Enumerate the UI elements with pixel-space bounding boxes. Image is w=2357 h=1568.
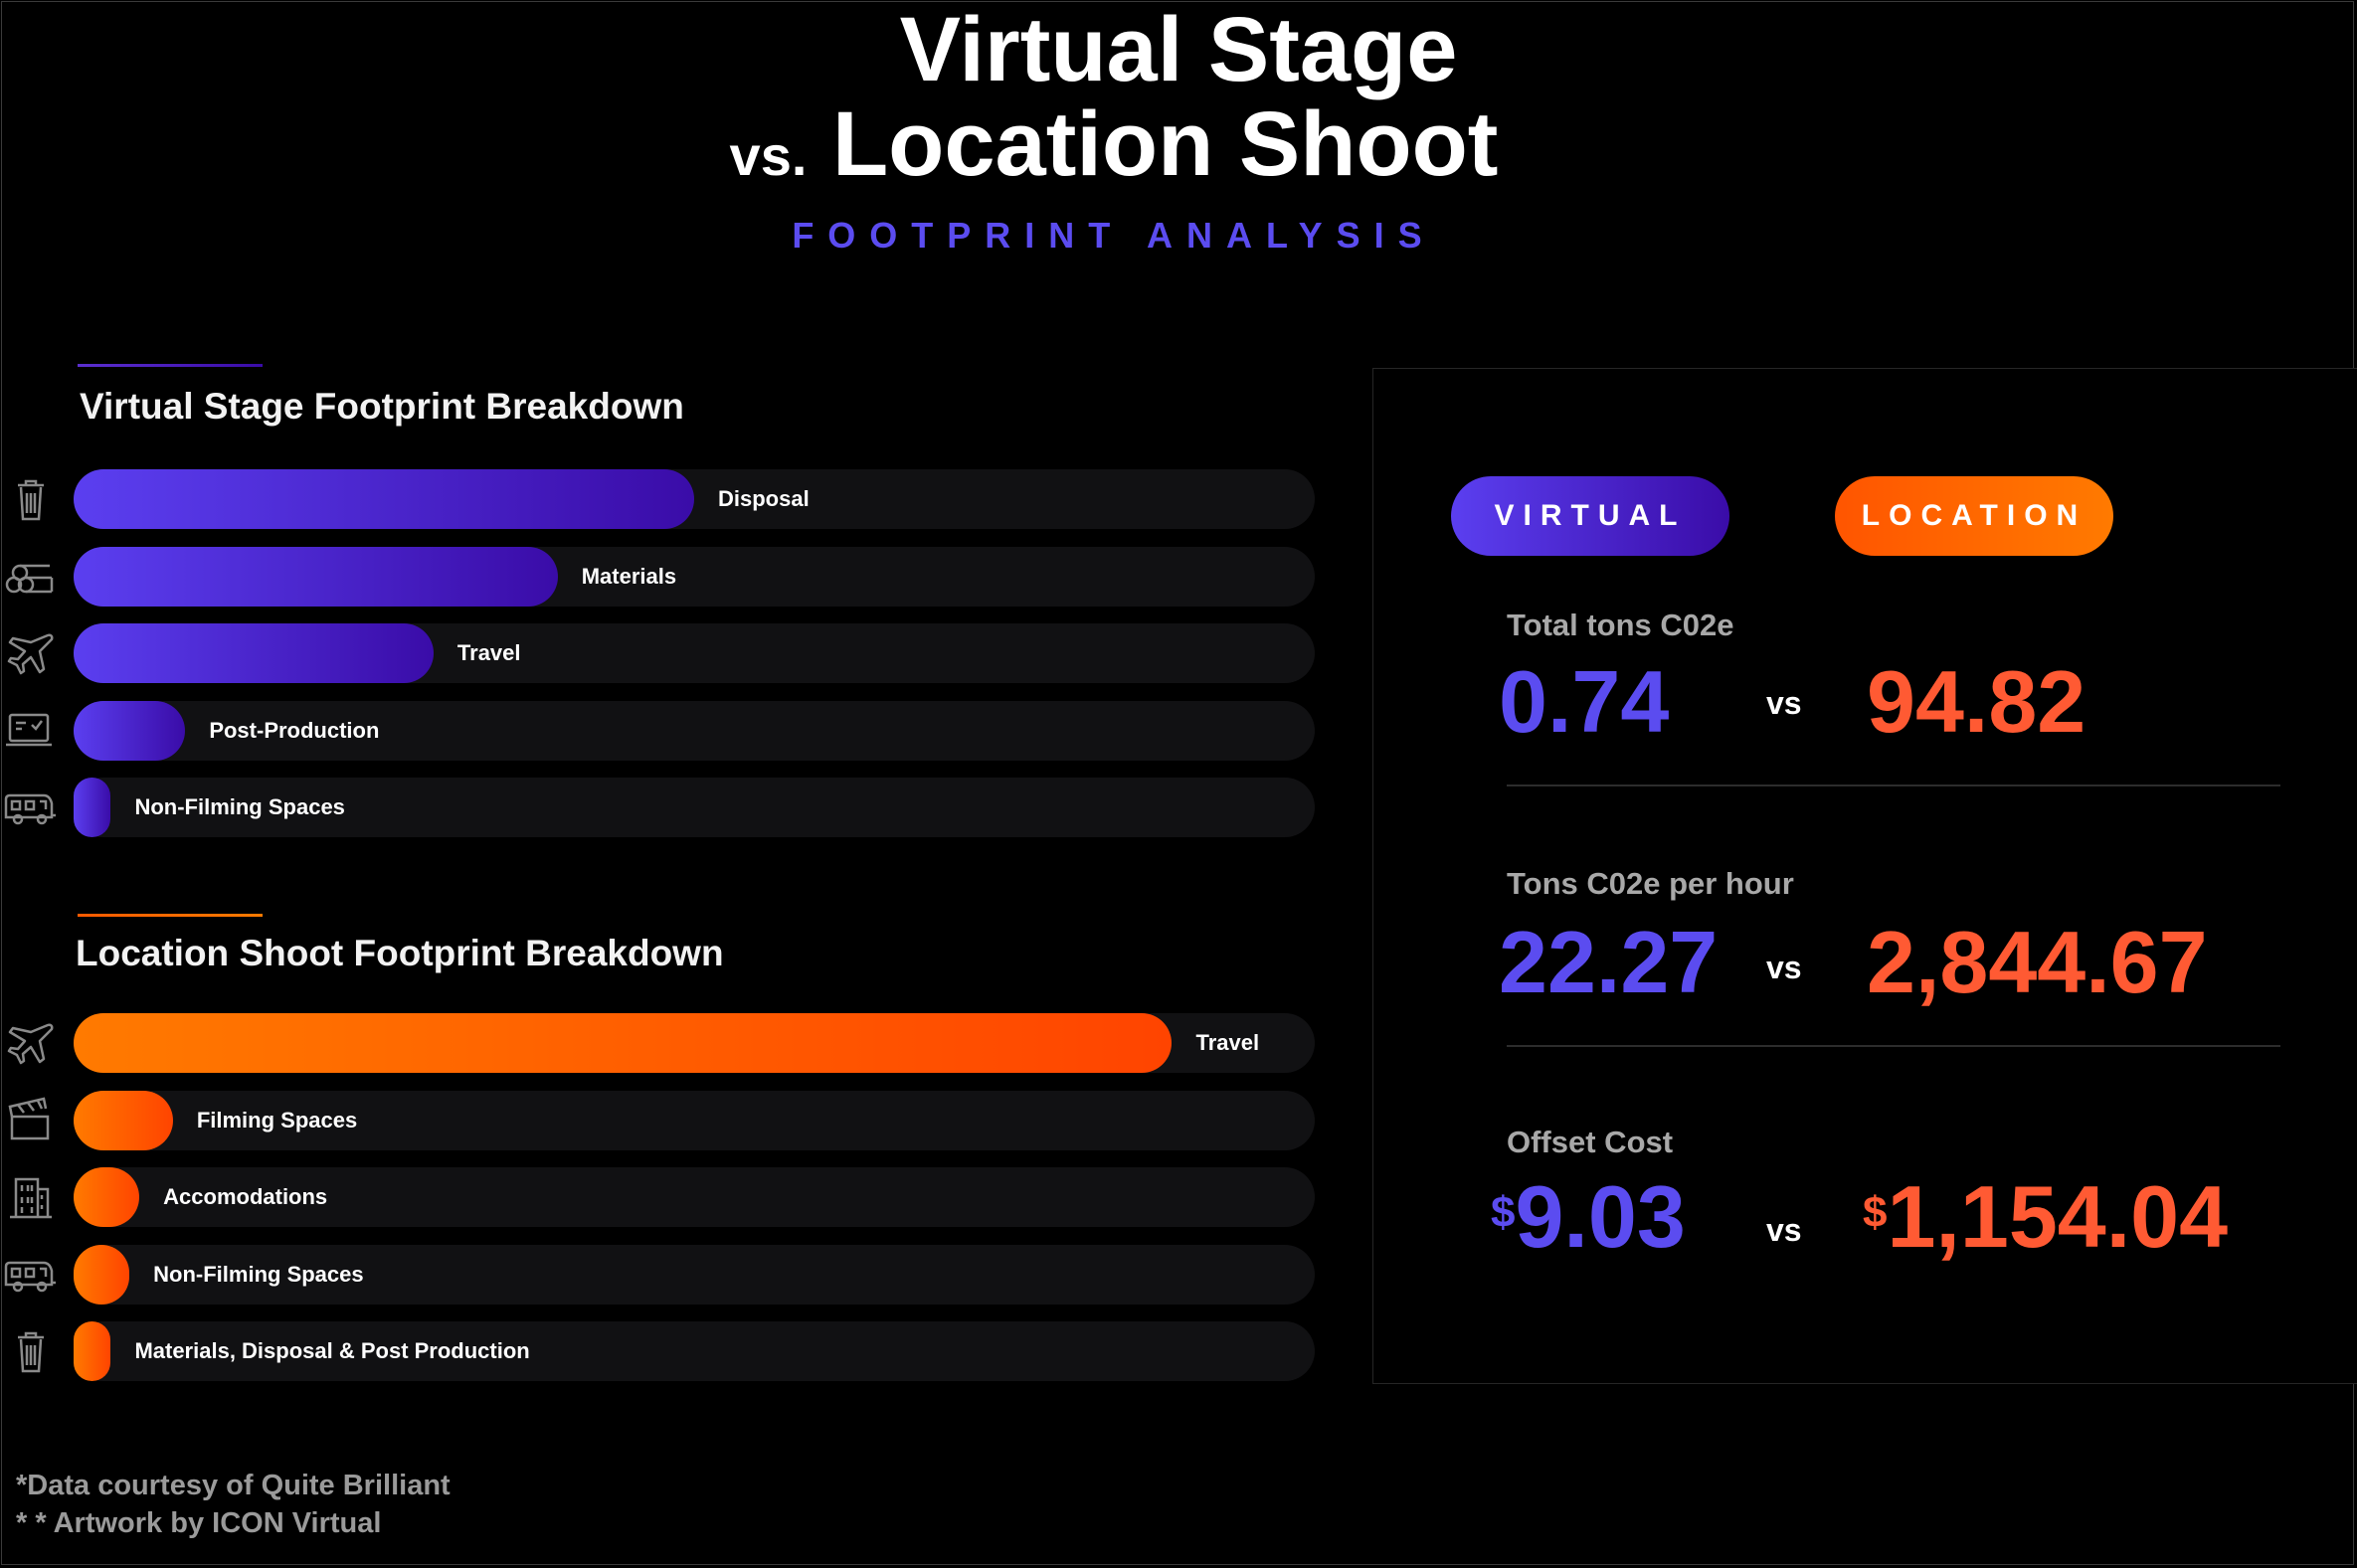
title-location: Location Shoot bbox=[831, 93, 1499, 195]
bar-label: Disposal bbox=[718, 486, 810, 511]
trailer-icon bbox=[2, 782, 60, 833]
footnote-artwork: * * Artwork by ICON Virtual bbox=[16, 1507, 382, 1539]
bar-label: Filming Spaces bbox=[196, 1107, 358, 1132]
bar-accomodations bbox=[74, 1167, 140, 1227]
bar-travel bbox=[74, 623, 434, 683]
bar-disposal bbox=[74, 469, 694, 529]
metric-location-total: 94.82 bbox=[1867, 652, 2086, 751]
virtual-pill: VIRTUAL bbox=[1451, 476, 1729, 556]
metric-location-offset: $1,154.04 bbox=[1863, 1172, 2228, 1262]
bar-label: Travel bbox=[456, 640, 521, 665]
metric-label-offset: Offset Cost bbox=[1507, 1125, 1674, 1159]
title-line-2: vs. Location Shoot bbox=[0, 94, 2228, 206]
metric-location-per-hour: 2,844.67 bbox=[1867, 913, 2208, 1011]
bar-track: Disposal bbox=[74, 469, 1315, 529]
metric-virtual-per-hour: 22.27 bbox=[1499, 913, 1719, 1011]
location-pill: LOCATION bbox=[1835, 476, 2113, 556]
bar-filming-spaces bbox=[74, 1090, 173, 1150]
airplane-icon bbox=[2, 627, 60, 679]
trailer-icon bbox=[2, 1249, 60, 1301]
subtitle: FOOTPRINT ANALYSIS bbox=[792, 215, 1436, 256]
bar-track: Materials, Disposal & Post Production bbox=[74, 1321, 1315, 1381]
bar-non-filming-spaces bbox=[74, 1244, 130, 1305]
bar-label: Materials, Disposal & Post Production bbox=[134, 1338, 530, 1363]
lumber-icon bbox=[2, 551, 60, 603]
metric-label-total: Total tons C02e bbox=[1507, 608, 1734, 642]
bar-materials bbox=[74, 546, 558, 607]
clapperboard-icon bbox=[2, 1095, 60, 1146]
virtual-section-title: Virtual Stage Footprint Breakdown bbox=[80, 386, 684, 427]
computer-icon bbox=[2, 705, 60, 757]
bar-track: Travel bbox=[74, 623, 1315, 683]
bar-track: Travel bbox=[74, 1013, 1315, 1073]
metric-virtual-offset: $9.03 bbox=[1491, 1172, 1686, 1262]
metric-label-per-hour: Tons C02e per hour bbox=[1507, 866, 1794, 901]
bar-label: Travel bbox=[1195, 1030, 1260, 1055]
trash-icon bbox=[2, 1325, 60, 1377]
bar-track: Accomodations bbox=[74, 1167, 1315, 1227]
metric-virtual-total: 0.74 bbox=[1499, 652, 1670, 751]
bar-track: Non-Filming Spaces bbox=[74, 1244, 1315, 1305]
bar-label: Materials bbox=[581, 563, 677, 589]
bar-label: Non-Filming Spaces bbox=[153, 1261, 364, 1287]
location-section-title: Location Shoot Footprint Breakdown bbox=[76, 933, 724, 973]
metric-divider bbox=[1507, 1045, 2280, 1047]
bar-label: Non-Filming Spaces bbox=[134, 794, 345, 819]
bar-track: Filming Spaces bbox=[74, 1090, 1315, 1150]
title-vs: vs. bbox=[729, 124, 808, 187]
bar-track: Materials bbox=[74, 546, 1315, 607]
vs-label: vs bbox=[1766, 1212, 1802, 1248]
bar-label: Post-Production bbox=[209, 717, 380, 743]
building-icon bbox=[2, 1171, 60, 1223]
comparison-panel: VIRTUAL LOCATION Total tons C02e 0.74 vs… bbox=[1372, 368, 2357, 1384]
bar-materials-disposal-post-production bbox=[74, 1321, 111, 1381]
vs-label: vs bbox=[1766, 950, 1802, 985]
metric-divider bbox=[1507, 784, 2280, 786]
virtual-section-rule bbox=[78, 364, 263, 367]
bar-travel bbox=[74, 1013, 1173, 1073]
airplane-icon bbox=[2, 1017, 60, 1069]
metric-virtual-offset-value: 9.03 bbox=[1515, 1167, 1686, 1266]
currency-symbol: $ bbox=[1491, 1188, 1516, 1237]
bar-track: Post-Production bbox=[74, 700, 1315, 761]
bar-label: Accomodations bbox=[163, 1184, 328, 1209]
trash-icon bbox=[2, 473, 60, 525]
bar-track: Non-Filming Spaces bbox=[74, 778, 1315, 837]
title-line-1: Virtual Stage bbox=[899, 0, 1458, 100]
currency-symbol: $ bbox=[1863, 1188, 1888, 1237]
vs-label: vs bbox=[1766, 685, 1802, 721]
footnote-data: *Data courtesy of Quite Brilliant bbox=[16, 1470, 451, 1501]
location-section-rule bbox=[78, 914, 263, 917]
metric-location-offset-value: 1,154.04 bbox=[1887, 1167, 2229, 1266]
bar-post-production bbox=[74, 700, 186, 761]
bar-non-filming-spaces bbox=[74, 778, 111, 837]
